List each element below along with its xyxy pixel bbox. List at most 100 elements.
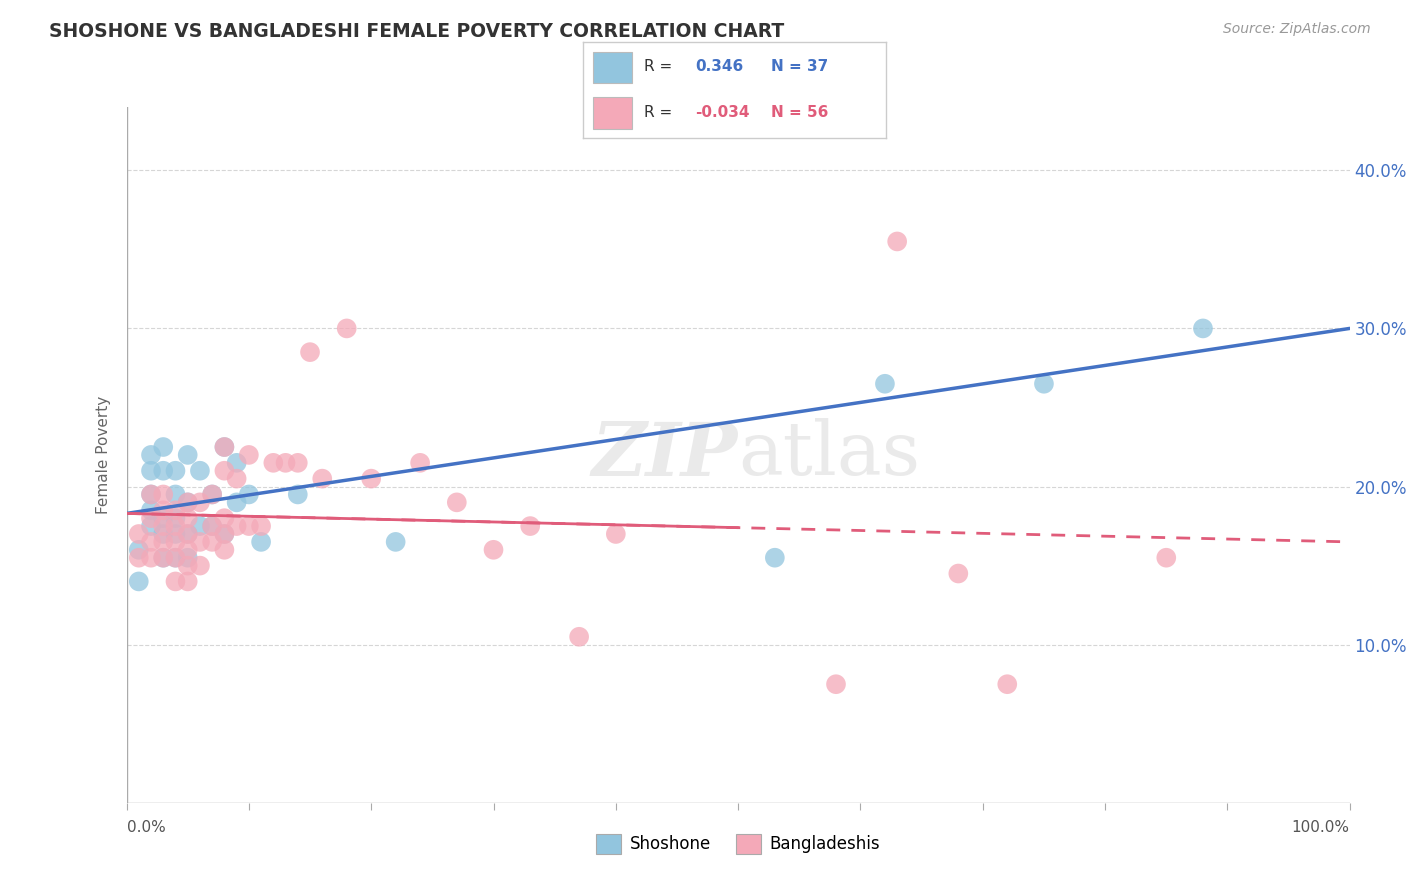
Point (139, 519, 162, 533)
Point (139, 550, 162, 565)
Point (201, 519, 224, 533)
Text: Source: ZipAtlas.com: Source: ZipAtlas.com (1223, 22, 1371, 37)
Point (177, 574, 200, 589)
Point (152, 487, 174, 501)
Point (262, 456, 284, 470)
Point (360, 472, 382, 486)
Point (214, 440, 236, 454)
Point (214, 464, 236, 478)
Point (177, 495, 200, 509)
Point (152, 511, 174, 525)
Legend: Shoshone, Bangladeshis: Shoshone, Bangladeshis (589, 827, 887, 861)
Point (482, 542, 505, 557)
Point (188, 519, 211, 533)
Y-axis label: Female Poverty: Female Poverty (96, 396, 111, 514)
Point (1033, 376, 1056, 391)
Point (128, 542, 150, 557)
Point (139, 534, 162, 549)
Text: N = 56: N = 56 (770, 104, 828, 120)
Point (1156, 550, 1178, 565)
Point (128, 550, 150, 565)
Text: 0.346: 0.346 (696, 60, 744, 74)
Point (225, 456, 247, 470)
Point (188, 558, 211, 573)
Point (152, 527, 174, 541)
Point (152, 440, 174, 454)
Point (519, 519, 541, 533)
Point (177, 448, 200, 462)
Text: atlas: atlas (738, 418, 921, 491)
Text: N = 37: N = 37 (770, 60, 828, 74)
Point (446, 495, 468, 509)
Point (139, 464, 162, 478)
Point (995, 677, 1018, 691)
Point (139, 503, 162, 517)
Point (214, 542, 236, 557)
Text: SHOSHONE VS BANGLADESHI FEMALE POVERTY CORRELATION CHART: SHOSHONE VS BANGLADESHI FEMALE POVERTY C… (49, 22, 785, 41)
Text: R =: R = (644, 104, 672, 120)
Point (139, 448, 162, 462)
Point (139, 487, 162, 501)
Point (188, 495, 211, 509)
Point (201, 487, 224, 501)
Point (214, 440, 236, 454)
Point (825, 677, 848, 691)
Point (152, 550, 174, 565)
Point (214, 527, 236, 541)
FancyBboxPatch shape (592, 97, 631, 128)
Point (250, 519, 273, 533)
Point (605, 527, 627, 541)
Point (409, 456, 432, 470)
Point (188, 464, 211, 478)
Point (201, 534, 224, 549)
Point (165, 511, 187, 525)
Point (568, 630, 591, 644)
Point (152, 534, 174, 549)
Point (384, 534, 406, 549)
Point (152, 503, 174, 517)
Point (165, 487, 187, 501)
Point (238, 487, 260, 501)
Point (225, 495, 247, 509)
FancyBboxPatch shape (592, 52, 631, 83)
Point (177, 527, 200, 541)
Point (128, 574, 150, 589)
Point (188, 534, 211, 549)
Point (177, 558, 200, 573)
Point (299, 345, 322, 359)
Point (152, 550, 174, 565)
Point (214, 527, 236, 541)
Point (1192, 321, 1215, 335)
Point (225, 519, 247, 533)
Point (139, 487, 162, 501)
Point (287, 456, 309, 470)
Point (152, 519, 174, 533)
Point (165, 534, 187, 549)
Point (177, 511, 200, 525)
Point (274, 456, 297, 470)
Point (177, 495, 200, 509)
Point (336, 321, 359, 335)
Point (238, 448, 260, 462)
Point (177, 527, 200, 541)
Point (128, 527, 150, 541)
Text: 100.0%: 100.0% (1292, 821, 1350, 835)
Point (165, 527, 187, 541)
Point (165, 550, 187, 565)
Point (139, 511, 162, 525)
Point (201, 487, 224, 501)
Text: ZIP: ZIP (592, 418, 738, 491)
Point (886, 235, 908, 249)
Point (238, 519, 260, 533)
Point (165, 464, 187, 478)
Point (165, 519, 187, 533)
Point (948, 566, 970, 581)
Text: R =: R = (644, 60, 672, 74)
Point (165, 574, 187, 589)
Point (177, 542, 200, 557)
Point (165, 503, 187, 517)
Point (152, 464, 174, 478)
Point (873, 376, 896, 391)
Text: 0.0%: 0.0% (127, 821, 166, 835)
Point (250, 534, 273, 549)
